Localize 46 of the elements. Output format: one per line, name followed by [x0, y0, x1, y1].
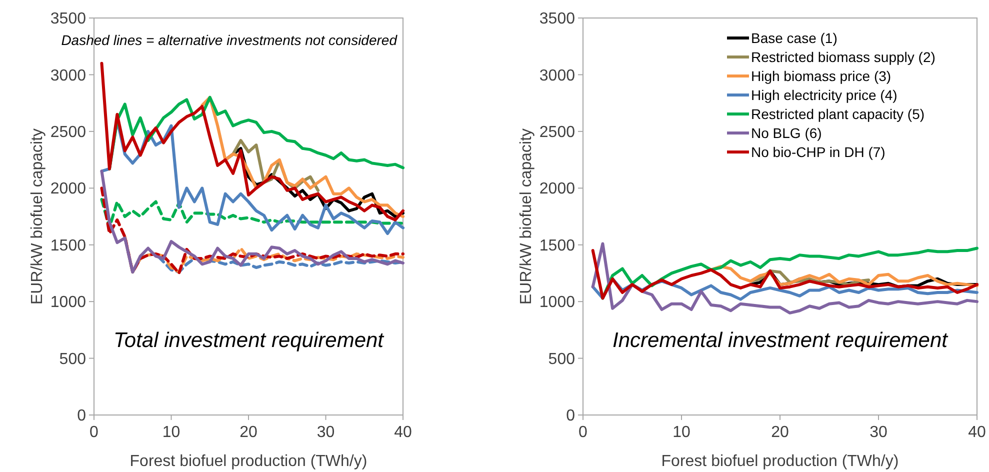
y-tick-label: 3000: [539, 67, 576, 84]
y-tick-label: 3500: [539, 10, 576, 28]
x-tick-label: 20: [240, 424, 258, 441]
y-tick-label: 0: [566, 408, 576, 425]
legend-label: Restricted biomass supply (2): [751, 48, 936, 65]
y-tick-label: 1500: [50, 237, 86, 254]
legend-label: High electricity price (4): [751, 86, 898, 103]
y-tick-label: 500: [59, 350, 86, 368]
line-series: [100, 170, 404, 274]
x-tick-label: 40: [394, 424, 412, 441]
annotation: Total investment requirement: [113, 328, 385, 352]
x-tick-label: 20: [771, 424, 789, 441]
x-tick-label: 10: [162, 424, 180, 441]
y-tick-label: 0: [77, 408, 86, 425]
y-axis-title: EUR/kW biofuel capacity: [29, 128, 46, 305]
line-series: [591, 242, 978, 314]
x-tick-label: 40: [968, 424, 986, 441]
y-tick-label: 3500: [50, 10, 86, 28]
y-tick-label: 2000: [539, 180, 576, 198]
legend-label: No bio-CHP in DH (7): [751, 144, 886, 160]
legend-label: High biomass price (3): [751, 68, 892, 84]
x-tick-label: 0: [90, 424, 99, 441]
y-tick-label: 1500: [539, 237, 576, 254]
y-tick-label: 2500: [539, 124, 576, 142]
y-tick-label: 500: [548, 350, 576, 368]
x-axis-title: Forest biofuel production (TWh/y): [130, 453, 368, 470]
x-tick-label: 30: [870, 424, 888, 441]
y-tick-label: 2000: [50, 180, 86, 198]
x-axis-title: Forest biofuel production (TWh/y): [661, 453, 899, 470]
x-tick-label: 0: [578, 424, 588, 441]
annotation: Incremental investment requirement: [612, 328, 949, 352]
x-tick-label: 30: [316, 424, 335, 441]
y-tick-label: 2500: [50, 124, 86, 142]
line-series: [100, 198, 404, 230]
legend-label: Base case (1): [751, 30, 838, 46]
line-series: [123, 235, 404, 274]
y-tick-label: 1000: [539, 294, 576, 312]
y-axis-title: EUR/kW biofuel capacity: [518, 128, 535, 305]
legend-label: No BLG (6): [751, 124, 822, 141]
y-tick-label: 3000: [50, 67, 86, 84]
y-tick-label: 1000: [50, 294, 86, 312]
line-series: [100, 186, 404, 275]
annotation: Dashed lines = alternative investments not considered: [61, 32, 398, 48]
line-series: [100, 62, 404, 222]
legend-label: Restricted plant capacity (5): [751, 106, 925, 122]
x-tick-label: 10: [672, 424, 690, 441]
